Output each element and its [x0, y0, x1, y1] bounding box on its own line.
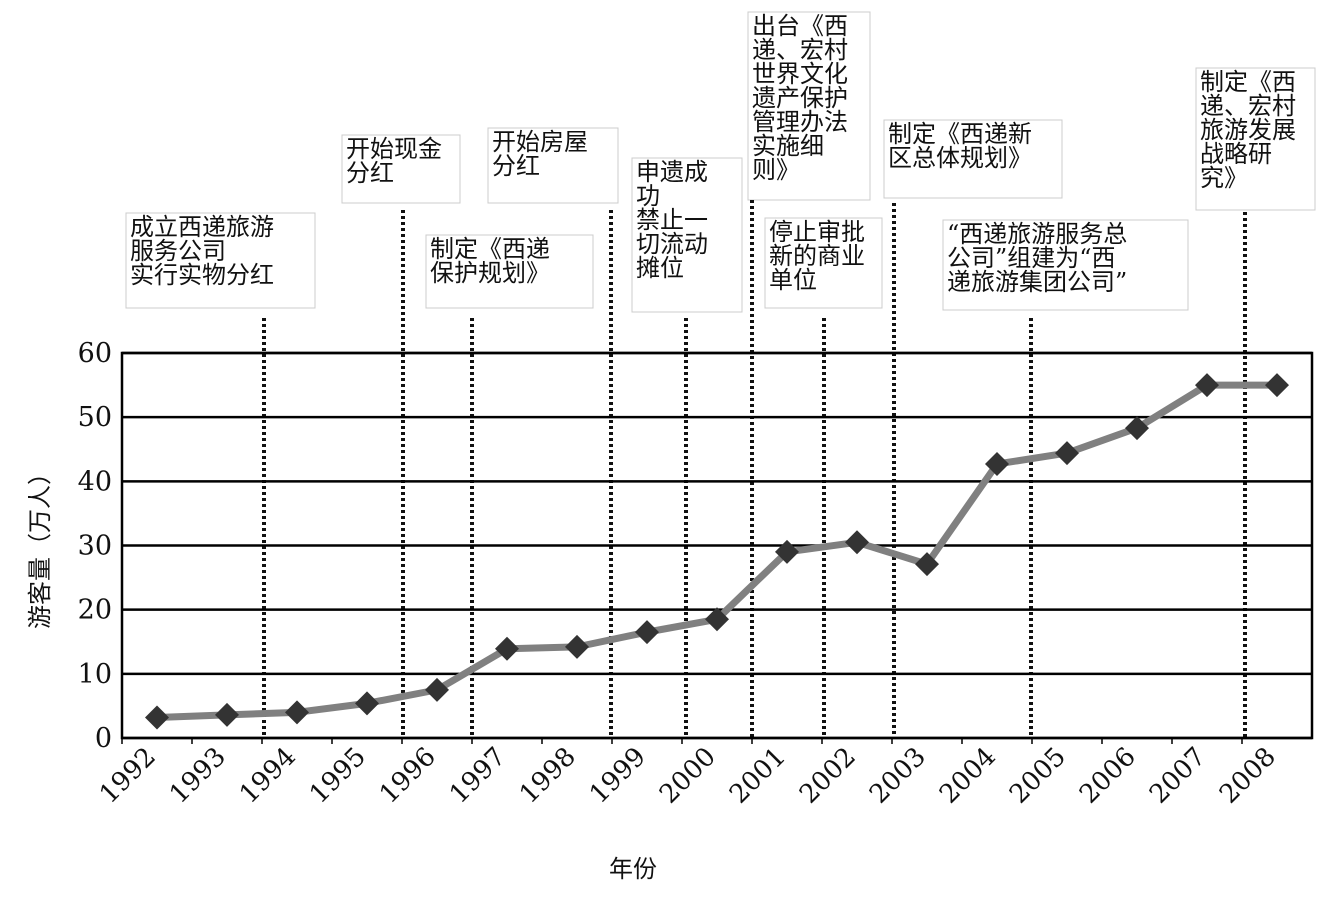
x-tick-label: 1998 — [514, 742, 582, 810]
annotation-text: 制定《西递新 — [888, 120, 1032, 148]
data-point — [425, 677, 449, 702]
plot-frame — [120, 351, 1314, 740]
data-point — [705, 607, 729, 632]
annotation-text: 服务公司 — [130, 237, 226, 265]
x-tick-label: 2005 — [1004, 742, 1072, 810]
x-axis-label: 年份 — [609, 855, 657, 883]
y-tick-label: 40 — [78, 466, 112, 497]
annotation-text: 申遗成 — [636, 158, 708, 186]
annotation-text: 停止审批 — [769, 218, 865, 246]
y-tick-label: 50 — [78, 402, 112, 433]
y-tick-label: 30 — [78, 531, 112, 562]
annotation-text: 递旅游集团公司” — [947, 268, 1127, 296]
annotation-box — [764, 217, 883, 309]
data-point — [1195, 373, 1219, 398]
annotation-text: 出台《西 — [752, 12, 848, 40]
x-tick-label: 2006 — [1074, 742, 1142, 810]
annotation-text: 分红 — [492, 152, 540, 180]
data-point — [145, 705, 169, 730]
x-tick-label: 2000 — [654, 742, 722, 810]
annotation-box — [747, 11, 871, 201]
data-point — [1125, 416, 1149, 441]
annotation-text: 摊位 — [636, 254, 684, 282]
annotation-box — [341, 134, 461, 204]
x-tick-label: 1996 — [374, 742, 442, 810]
annotation-text: 成立西递旅游 — [130, 213, 274, 241]
data-point — [355, 691, 379, 716]
data-line — [156, 381, 1277, 721]
y-axis-label: 游客量（万人） — [26, 461, 54, 629]
annotation-text: 战略研 — [1200, 140, 1272, 168]
annotation-box — [942, 219, 1189, 311]
y-tick-label: 0 — [95, 723, 112, 754]
data-point — [215, 702, 239, 727]
annotation-text: 保护规划》 — [430, 259, 550, 287]
data-point — [985, 452, 1009, 477]
y-tick-label: 10 — [78, 659, 112, 690]
annotation-text: 递、宏村 — [752, 36, 848, 64]
annotation-text: 究》 — [1200, 164, 1248, 192]
annotation-box — [631, 157, 743, 313]
annotation-text: 实施细 — [752, 132, 824, 160]
x-tick-label: 1993 — [164, 742, 232, 810]
data-point — [635, 620, 659, 645]
x-tick-label: 2004 — [934, 742, 1002, 810]
x-tick-label: 2002 — [794, 742, 862, 810]
annotation-text: 开始房屋 — [492, 128, 588, 156]
data-point — [915, 552, 939, 577]
annotation-text: 管理办法 — [752, 108, 848, 136]
annotation-text: 旅游发展 — [1200, 116, 1296, 144]
annotation-box — [125, 212, 316, 309]
annotation-text: 遗产保护 — [752, 84, 848, 112]
annotation-text: 切流动 — [636, 230, 708, 258]
x-tick-label: 2001 — [724, 742, 792, 810]
x-tick-label: 1997 — [444, 742, 512, 810]
annotation-box — [487, 127, 619, 204]
x-tick-label: 2008 — [1214, 742, 1282, 810]
x-tick-label: 1999 — [584, 742, 652, 810]
data-point — [845, 530, 869, 555]
annotation-text: 实行实物分红 — [130, 261, 274, 289]
x-tick-label: 2003 — [864, 742, 932, 810]
annotation-text: 制定《西 — [1200, 68, 1296, 96]
annotation-box — [425, 234, 594, 309]
annotation-text: 公司”组建为“西 — [947, 244, 1116, 272]
x-tick-label: 2007 — [1144, 742, 1212, 810]
data-point — [565, 634, 589, 659]
annotation-text: 区总体规划》 — [888, 144, 1032, 172]
annotation-text: 单位 — [769, 266, 817, 294]
annotation-text: 新的商业 — [769, 242, 865, 270]
y-tick-label: 60 — [78, 338, 112, 369]
x-tick-label: 1994 — [234, 742, 302, 810]
data-point — [1055, 441, 1079, 466]
annotation-text: 则》 — [752, 156, 800, 184]
data-point — [775, 539, 799, 564]
annotation-text: 递、宏村 — [1200, 92, 1296, 120]
annotation-text: 制定《西递 — [430, 235, 550, 263]
annotation-text: 开始现金 — [346, 135, 442, 163]
data-point — [1265, 373, 1289, 398]
x-tick-label: 1995 — [304, 742, 372, 810]
data-point — [495, 636, 519, 661]
annotation-text: 分红 — [346, 159, 394, 187]
annotation-box — [1195, 67, 1316, 211]
annotation-text: 世界文化 — [752, 60, 848, 88]
annotation-text: 禁止一 — [636, 206, 708, 234]
data-point — [285, 700, 309, 725]
y-tick-label: 20 — [78, 595, 112, 626]
annotation-text: “西递旅游服务总 — [947, 220, 1127, 248]
annotation-box — [883, 119, 1063, 199]
annotation-text: 功 — [636, 182, 660, 210]
